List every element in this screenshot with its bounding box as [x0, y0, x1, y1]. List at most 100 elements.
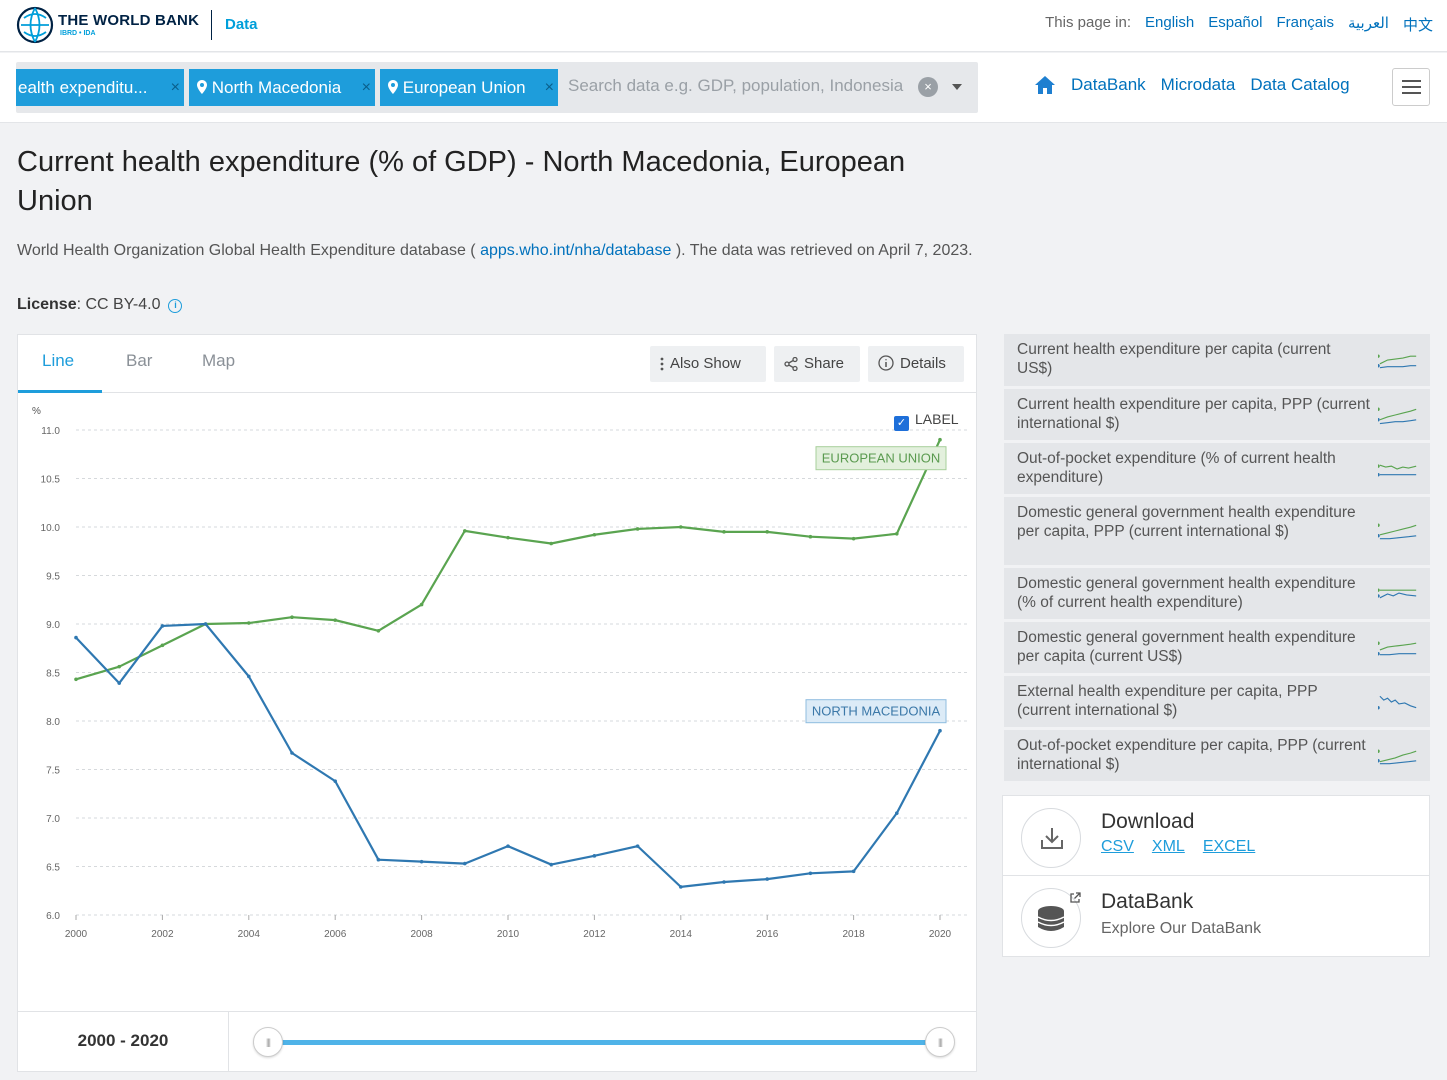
chip-remove-icon[interactable]: × — [170, 79, 180, 96]
y-tick-label: 10.5 — [41, 475, 61, 486]
label-toggle[interactable]: ✓ LABEL — [894, 411, 959, 431]
year-range-bar: 2000 - 2020 ||| ||| — [18, 1011, 976, 1072]
country-chip-european-union[interactable]: European Union × — [380, 69, 558, 106]
hamburger-menu-button[interactable] — [1392, 68, 1430, 106]
series-end-label-box — [815, 446, 947, 471]
lang-arabic[interactable]: العربية — [1347, 15, 1389, 32]
x-tick-label: 2004 — [238, 929, 261, 940]
details-label: Details — [900, 355, 946, 372]
data-point — [851, 869, 856, 874]
tab-map[interactable]: Map — [202, 351, 236, 370]
tab-line[interactable]: Line — [42, 351, 75, 370]
data-point — [160, 624, 165, 628]
related-indicator-label: Out-of-pocket expenditure per capita, PP… — [1017, 737, 1366, 773]
related-indicator-item[interactable]: Out-of-pocket expenditure (% of current … — [1004, 443, 1430, 494]
x-tick-label: 2002 — [151, 929, 174, 940]
chevron-down-icon[interactable] — [952, 84, 962, 90]
also-show-label: Also Show — [670, 355, 741, 372]
data-point — [635, 844, 640, 848]
download-csv-link[interactable]: CSV — [1101, 838, 1134, 855]
site-nav: DataBank Microdata Data Catalog — [1034, 75, 1350, 95]
year-range-label: 2000 - 2020 — [18, 1012, 229, 1072]
license-value: : CC BY-4.0 — [76, 296, 161, 313]
checkbox-checked-icon[interactable]: ✓ — [894, 416, 909, 431]
data-point — [808, 871, 813, 876]
related-indicator-item[interactable]: External health expenditure per capita, … — [1004, 676, 1430, 727]
sparkline-icon — [1378, 695, 1417, 709]
also-show-button[interactable]: Also Show — [650, 346, 766, 382]
related-indicator-item[interactable]: Current health expenditure per capita (c… — [1004, 334, 1430, 386]
details-button[interactable]: Details — [868, 346, 964, 382]
data-point — [722, 880, 726, 884]
range-end-handle[interactable]: ||| — [925, 1027, 955, 1057]
share-button[interactable]: Share — [774, 346, 860, 382]
related-indicator-item[interactable]: Domestic general government health expen… — [1004, 568, 1430, 619]
download-xml-link[interactable]: XML — [1151, 838, 1185, 855]
tab-bar[interactable]: Bar — [126, 351, 153, 370]
data-point — [117, 681, 121, 685]
x-tick-label: 2014 — [670, 929, 693, 940]
database-icon[interactable] — [1021, 888, 1081, 948]
data-point — [592, 532, 597, 537]
range-start-handle[interactable]: ||| — [253, 1027, 283, 1057]
nav-data-catalog[interactable]: Data Catalog — [1250, 75, 1350, 94]
search-box[interactable]: ealth expenditu... × North Macedonia × E… — [16, 62, 978, 113]
data-point — [506, 535, 510, 540]
y-tick-label: 9.0 — [46, 620, 60, 631]
source-note: World Health Organization Global Health … — [17, 237, 977, 265]
location-pin-icon — [197, 80, 207, 94]
data-point — [895, 811, 899, 815]
related-indicator-item[interactable]: Out-of-pocket expenditure per capita, PP… — [1004, 730, 1430, 781]
world-bank-logo-icon[interactable] — [16, 6, 54, 44]
databank-title[interactable]: DataBank — [1101, 890, 1194, 913]
x-tick-label: 2018 — [842, 929, 865, 940]
nav-databank[interactable]: DataBank — [1071, 75, 1146, 94]
databank-row[interactable]: DataBank Explore Our DataBank — [1003, 876, 1429, 956]
info-icon[interactable]: i — [168, 299, 183, 313]
indicator-chip[interactable]: ealth expenditu... × — [16, 69, 184, 106]
related-indicator-item[interactable]: Domestic general government health expen… — [1004, 497, 1430, 565]
y-tick-label: 8.0 — [46, 717, 60, 728]
series-end-label: EUROPEAN UNION — [822, 451, 940, 466]
sparkline-icon — [1378, 463, 1417, 476]
chip-remove-icon[interactable]: × — [361, 79, 371, 96]
y-tick-label: 11.0 — [41, 426, 60, 437]
clear-search-icon[interactable]: × — [918, 77, 938, 97]
source-link[interactable]: apps.who.int/nha/database — [480, 242, 672, 259]
data-point — [938, 728, 942, 733]
y-axis-unit: % — [32, 406, 41, 417]
license-label: License — [17, 296, 77, 313]
lang-french[interactable]: Français — [1276, 14, 1334, 31]
download-excel-link[interactable]: EXCEL — [1202, 838, 1256, 855]
data-point — [592, 854, 597, 858]
home-icon[interactable] — [1034, 75, 1056, 95]
data-point — [635, 527, 640, 531]
brand-name[interactable]: THE WORLD BANK — [58, 12, 200, 29]
section-data-link[interactable]: Data — [225, 16, 258, 33]
country-chip-north-macedonia[interactable]: North Macedonia × — [189, 69, 375, 106]
data-point — [333, 618, 338, 622]
related-indicator-label: Current health expenditure per capita, P… — [1017, 396, 1370, 432]
search-input[interactable]: Search data e.g. GDP, population, Indone… — [568, 76, 904, 95]
chart-tabs: Line Bar Map Also Show Share Details — [18, 335, 976, 393]
related-indicator-item[interactable]: Current health expenditure per capita, P… — [1004, 389, 1430, 440]
x-tick-label: 2008 — [410, 929, 433, 940]
lang-spanish[interactable]: Español — [1208, 14, 1263, 31]
year-range-slider[interactable] — [268, 1040, 940, 1045]
chip-label: European Union — [402, 78, 526, 97]
brand-sub: IBRD • IDA — [60, 30, 96, 37]
chip-remove-icon[interactable]: × — [544, 79, 554, 96]
source-prefix: World Health Organization Global Health … — [17, 242, 476, 259]
data-point — [679, 885, 683, 889]
active-tab-indicator — [18, 390, 102, 393]
x-tick-label: 2010 — [497, 929, 520, 940]
more-vertical-icon — [660, 357, 664, 371]
lang-chinese[interactable]: 中文 — [1402, 17, 1433, 34]
data-point — [203, 622, 208, 626]
lang-english[interactable]: English — [1145, 14, 1195, 31]
nav-microdata[interactable]: Microdata — [1160, 75, 1236, 94]
related-indicator-item[interactable]: Domestic general government health expen… — [1004, 622, 1430, 673]
download-formats: CSV XML EXCEL — [1101, 838, 1255, 856]
download-icon[interactable] — [1021, 808, 1081, 868]
chip-label: North Macedonia — [211, 78, 342, 97]
